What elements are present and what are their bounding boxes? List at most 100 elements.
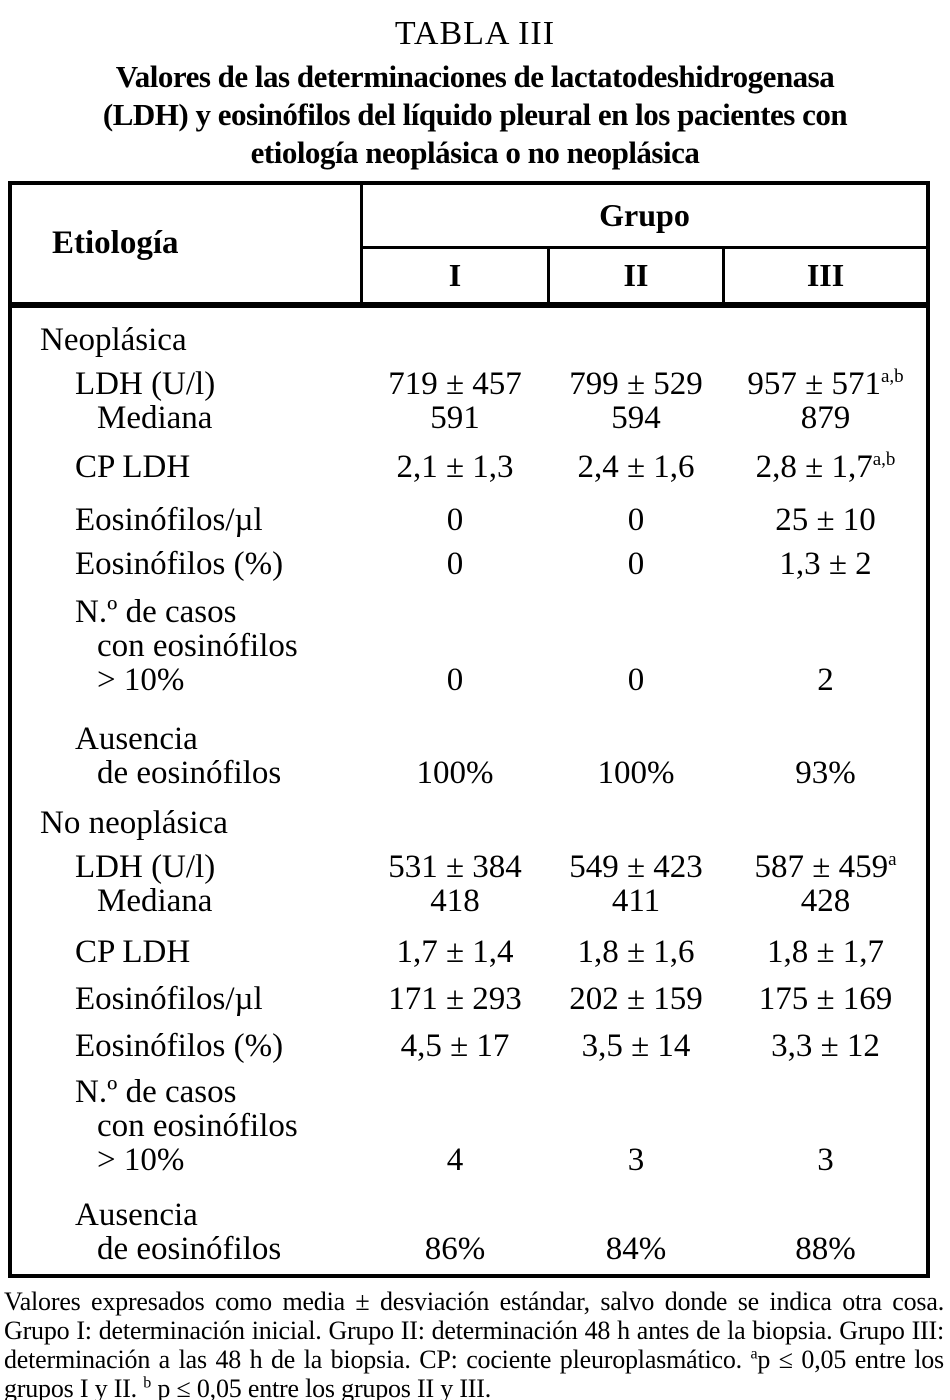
cell-group-ii: 0 bbox=[627, 502, 645, 538]
cell-group-iii bbox=[725, 323, 926, 357]
table-row: N.º de casos bbox=[12, 1075, 926, 1109]
cell-group-iii: 175 ± 169 bbox=[758, 981, 893, 1017]
footnote-marker-a: a bbox=[750, 1345, 758, 1363]
row-eosinofilos-ul-2: Eosinófilos/µl 171 ± 293 202 ± 159 175 ±… bbox=[12, 982, 926, 1016]
table-row: con eosinófilos bbox=[12, 1109, 926, 1143]
cell-group-i: 4,5 ± 17 bbox=[400, 1028, 510, 1064]
footnote-text: Valores expresados como media ± desviaci… bbox=[4, 1287, 944, 1374]
cell-group-ii: 1,8 ± 1,6 bbox=[577, 934, 695, 970]
cell-group-i: 0 bbox=[446, 546, 464, 582]
cell-group-ii: 549 ± 423 bbox=[569, 849, 703, 885]
cell-group-i: 171 ± 293 bbox=[388, 981, 522, 1017]
cell-group-iii: 587 ± 459a bbox=[725, 850, 926, 884]
cell-group-i bbox=[363, 806, 547, 840]
cell-value: 957 ± 571 bbox=[747, 366, 881, 402]
table-row: CP LDH 2,1 ± 1,3 2,4 ± 1,6 2,8 ± 1,7a,b bbox=[12, 450, 926, 484]
table-row: Mediana 591 594 879 bbox=[12, 401, 926, 435]
table-row: Ausencia bbox=[12, 722, 926, 756]
section-header-row: No neoplásica bbox=[12, 806, 926, 840]
cell-value: 2,8 ± 1,7 bbox=[755, 449, 873, 485]
row-label: Ausencia bbox=[75, 1197, 198, 1233]
cell-group-ii: 84% bbox=[605, 1231, 667, 1267]
footnote-text: p ≤ 0,05 entre los grupos II y III. bbox=[151, 1374, 492, 1400]
cell-group-i bbox=[363, 1109, 547, 1143]
significance-superscript: a,b bbox=[872, 449, 896, 470]
cell-group-i: 4 bbox=[446, 1142, 464, 1178]
cell-group-iii bbox=[725, 595, 926, 629]
row-label: Eosinófilos (%) bbox=[75, 1028, 284, 1064]
row-eosinofilos-pct-2: Eosinófilos (%) 4,5 ± 17 3,5 ± 14 3,3 ± … bbox=[12, 1029, 926, 1063]
cell-group-i bbox=[363, 722, 547, 756]
cell-group-i bbox=[363, 595, 547, 629]
row-label: > 10% bbox=[97, 1142, 185, 1178]
cell-group-iii: 428 bbox=[800, 883, 851, 919]
cell-group-iii bbox=[725, 722, 926, 756]
section-no-neoplasica: No neoplásica bbox=[12, 806, 926, 840]
row-eosinofilos-ul: Eosinófilos/µl 0 0 25 ± 10 bbox=[12, 503, 926, 537]
significance-superscript: a bbox=[888, 849, 897, 870]
row-ldh: LDH (U/l) 719 ± 457 799 ± 529 957 ± 571a… bbox=[12, 367, 926, 435]
table-row: con eosinófilos bbox=[12, 629, 926, 663]
row-label: Mediana bbox=[97, 883, 213, 919]
section-label: No neoplásica bbox=[40, 805, 228, 841]
cell-group-i: 719 ± 457 bbox=[388, 366, 522, 402]
cell-group-ii bbox=[547, 629, 725, 663]
grupo-header-cell: Grupo bbox=[363, 185, 926, 249]
row-label: Ausencia bbox=[75, 721, 198, 757]
table-row: Eosinófilos/µl 171 ± 293 202 ± 159 175 ±… bbox=[12, 982, 926, 1016]
cell-group-ii bbox=[547, 595, 725, 629]
cell-group-ii bbox=[547, 1109, 725, 1143]
row-label: > 10% bbox=[97, 662, 185, 698]
cell-group-i: 591 bbox=[430, 400, 480, 436]
cell-group-iii bbox=[725, 1109, 926, 1143]
row-label: Mediana bbox=[97, 400, 213, 436]
table-row: Eosinófilos (%) 4,5 ± 17 3,5 ± 14 3,3 ± … bbox=[12, 1029, 926, 1063]
cell-group-iii: 1,8 ± 1,7 bbox=[766, 934, 885, 970]
significance-superscript: a,b bbox=[880, 366, 904, 387]
cell-group-iii: 3,3 ± 12 bbox=[771, 1028, 880, 1064]
table-caption-line-2: (LDH) y eosinófilos del líquido pleural … bbox=[102, 97, 848, 132]
cell-group-ii: 799 ± 529 bbox=[569, 366, 703, 402]
cell-group-i bbox=[363, 323, 547, 357]
section-header-row: Neoplásica bbox=[12, 323, 926, 357]
row-label: con eosinófilos bbox=[97, 628, 298, 664]
cell-group-iii bbox=[725, 629, 926, 663]
table-row: de eosinófilos 100% 100% 93% bbox=[12, 756, 926, 790]
cell-group-i: 531 ± 384 bbox=[388, 849, 522, 885]
cell-group-ii: 411 bbox=[611, 883, 661, 919]
table-row: N.º de casos bbox=[12, 595, 926, 629]
cell-group-i: 86% bbox=[424, 1231, 486, 1267]
cell-group-iii: 3 bbox=[817, 1142, 834, 1178]
row-cp-ldh-2: CP LDH 1,7 ± 1,4 1,8 ± 1,6 1,8 ± 1,7 bbox=[12, 935, 926, 969]
row-label: Eosinófilos/µl bbox=[75, 502, 263, 538]
table-row: LDH (U/l) 719 ± 457 799 ± 529 957 ± 571a… bbox=[12, 367, 926, 401]
table-row: de eosinófilos 86% 84% 88% bbox=[12, 1232, 926, 1266]
grupo-header-block: Grupo I II III bbox=[363, 185, 926, 302]
cell-group-i: 2,1 ± 1,3 bbox=[396, 449, 514, 485]
row-label: CP LDH bbox=[75, 934, 191, 970]
table-footnote: Valores expresados como media ± desviaci… bbox=[4, 1287, 944, 1400]
row-label: Eosinófilos (%) bbox=[75, 546, 284, 582]
row-eosinofilos-pct: Eosinófilos (%) 0 0 1,3 ± 2 bbox=[12, 547, 926, 581]
table-row: > 10% 4 3 3 bbox=[12, 1143, 926, 1177]
row-label: de eosinófilos bbox=[97, 755, 282, 791]
cell-group-ii: 3 bbox=[627, 1142, 645, 1178]
cell-group-iii: 25 ± 10 bbox=[775, 502, 876, 538]
cell-group-i: 1,7 ± 1,4 bbox=[396, 934, 514, 970]
row-label: LDH (U/l) bbox=[75, 366, 216, 402]
row-ausencia-2: Ausencia de eosinófilos 86% 84% 88% bbox=[12, 1198, 926, 1266]
table-row: Ausencia bbox=[12, 1198, 926, 1232]
table-caption-line-3: etiología neoplásica o no neoplásica bbox=[250, 135, 700, 170]
cell-group-iii: 1,3 ± 2 bbox=[779, 546, 872, 582]
cell-group-iii bbox=[725, 1198, 926, 1232]
table-caption-line-1: Valores de las determinaciones de lactat… bbox=[115, 59, 835, 94]
cell-group-iii bbox=[725, 806, 926, 840]
group-subcolumns: I II III bbox=[363, 249, 926, 302]
table-row: LDH (U/l) 531 ± 384 549 ± 423 587 ± 459a bbox=[12, 850, 926, 884]
row-label: de eosinófilos bbox=[97, 1231, 282, 1267]
cell-group-ii bbox=[547, 806, 725, 840]
cell-group-i bbox=[363, 1198, 547, 1232]
cell-group-ii: 100% bbox=[597, 755, 675, 791]
cell-group-iii: 88% bbox=[795, 1231, 856, 1267]
